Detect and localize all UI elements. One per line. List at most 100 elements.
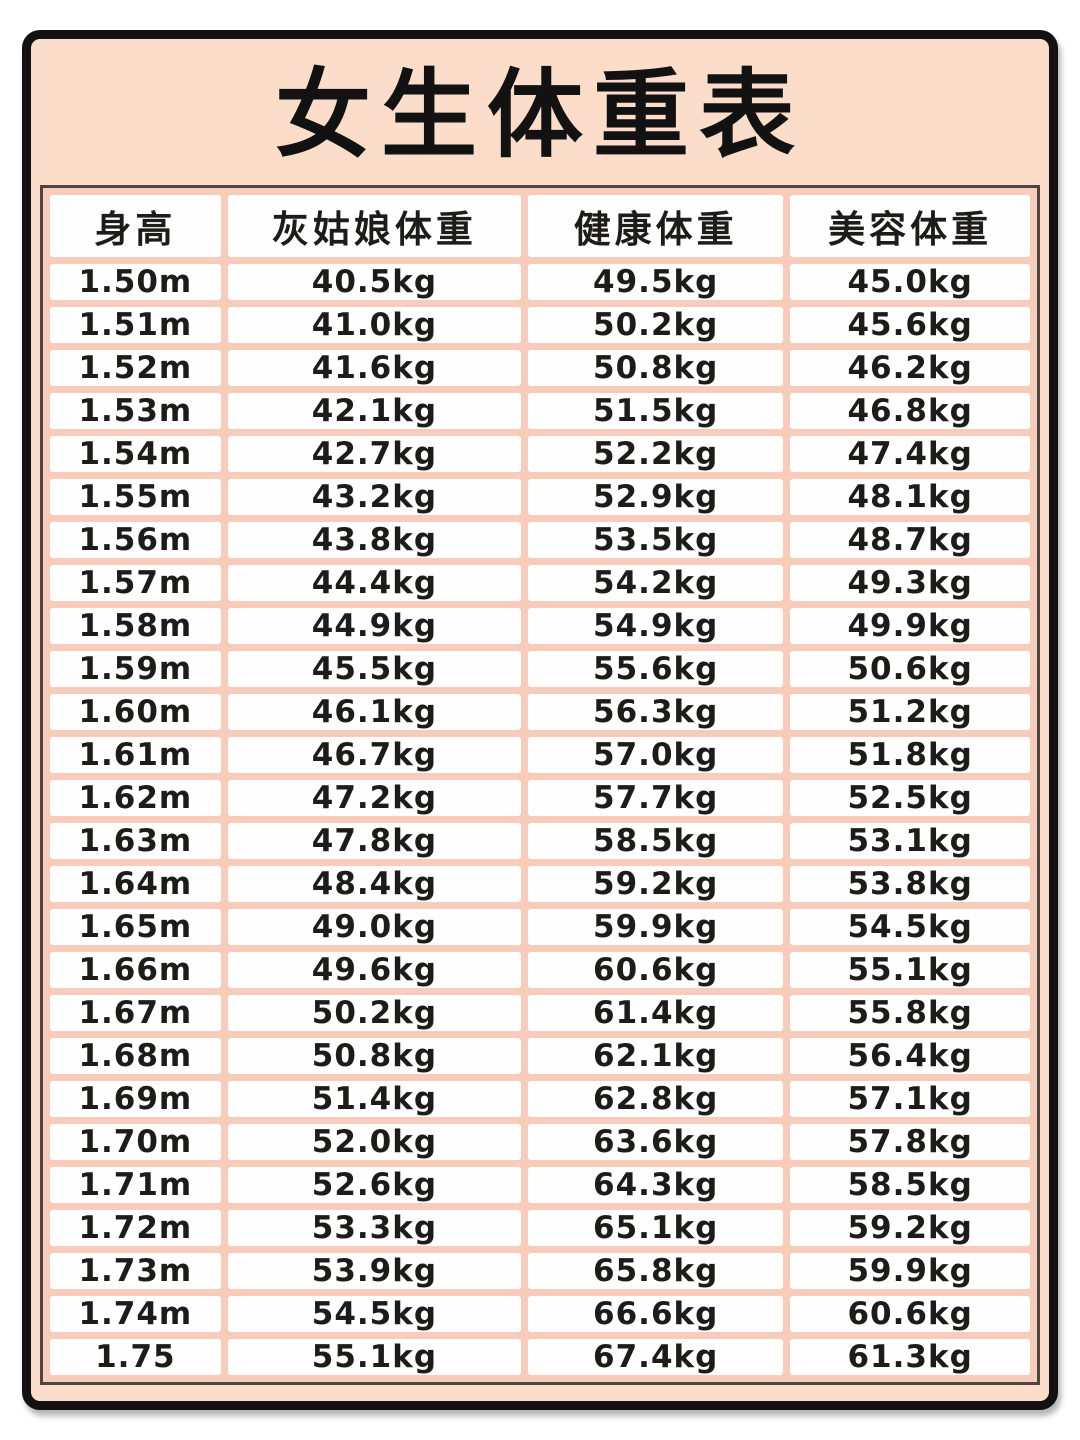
beauty-weight-cell: 49.9kg bbox=[790, 608, 1030, 644]
cinderella-weight-cell: 40.5kg bbox=[227, 264, 522, 300]
cinderella-weight-cell: 54.5kg bbox=[227, 1296, 522, 1332]
cinderella-weight-cell: 53.9kg bbox=[227, 1253, 522, 1289]
beauty-weight-cell: 50.6kg bbox=[790, 651, 1030, 687]
height-cell: 1.55m bbox=[50, 479, 221, 515]
cinderella-weight-cell: 50.8kg bbox=[227, 1038, 522, 1074]
table-row: 1.75 55.1kg 67.4kg 61.3kg bbox=[50, 1339, 1030, 1375]
cinderella-weight-cell: 45.5kg bbox=[227, 651, 522, 687]
table-row: 1.66m 49.6kg 60.6kg 55.1kg bbox=[50, 952, 1030, 988]
cinderella-weight-cell: 44.9kg bbox=[227, 608, 522, 644]
height-cell: 1.53m bbox=[50, 393, 221, 429]
beauty-weight-cell: 46.2kg bbox=[790, 350, 1030, 386]
table-row: 1.72m 53.3kg 65.1kg 59.2kg bbox=[50, 1210, 1030, 1246]
beauty-weight-cell: 55.8kg bbox=[790, 995, 1030, 1031]
table-row: 1.70m 52.0kg 63.6kg 57.8kg bbox=[50, 1124, 1030, 1160]
beauty-weight-cell: 59.2kg bbox=[790, 1210, 1030, 1246]
height-cell: 1.50m bbox=[50, 264, 221, 300]
beauty-weight-cell: 61.3kg bbox=[790, 1339, 1030, 1375]
table-row: 1.73m 53.9kg 65.8kg 59.9kg bbox=[50, 1253, 1030, 1289]
cinderella-weight-cell: 42.1kg bbox=[227, 393, 522, 429]
healthy-weight-cell: 60.6kg bbox=[528, 952, 784, 988]
healthy-weight-cell: 49.5kg bbox=[528, 264, 784, 300]
beauty-weight-cell: 57.8kg bbox=[790, 1124, 1030, 1160]
beauty-weight-cell: 48.1kg bbox=[790, 479, 1030, 515]
column-header-height: 身高 bbox=[50, 195, 221, 257]
cinderella-weight-cell: 41.6kg bbox=[227, 350, 522, 386]
healthy-weight-cell: 62.8kg bbox=[528, 1081, 784, 1117]
height-cell: 1.59m bbox=[50, 651, 221, 687]
healthy-weight-cell: 52.9kg bbox=[528, 479, 784, 515]
table-row: 1.63m 47.8kg 58.5kg 53.1kg bbox=[50, 823, 1030, 859]
healthy-weight-cell: 58.5kg bbox=[528, 823, 784, 859]
cinderella-weight-cell: 49.0kg bbox=[227, 909, 522, 945]
beauty-weight-cell: 45.0kg bbox=[790, 264, 1030, 300]
table-row: 1.65m 49.0kg 59.9kg 54.5kg bbox=[50, 909, 1030, 945]
height-cell: 1.51m bbox=[50, 307, 221, 343]
beauty-weight-cell: 52.5kg bbox=[790, 780, 1030, 816]
table-row: 1.62m 47.2kg 57.7kg 52.5kg bbox=[50, 780, 1030, 816]
cinderella-weight-cell: 49.6kg bbox=[227, 952, 522, 988]
column-header-beauty-weight: 美容体重 bbox=[790, 195, 1030, 257]
beauty-weight-cell: 53.1kg bbox=[790, 823, 1030, 859]
table-row: 1.56m 43.8kg 53.5kg 48.7kg bbox=[50, 522, 1030, 558]
cinderella-weight-cell: 48.4kg bbox=[227, 866, 522, 902]
healthy-weight-cell: 59.9kg bbox=[528, 909, 784, 945]
healthy-weight-cell: 62.1kg bbox=[528, 1038, 784, 1074]
healthy-weight-cell: 53.5kg bbox=[528, 522, 784, 558]
cinderella-weight-cell: 46.1kg bbox=[227, 694, 522, 730]
table-row: 1.61m 46.7kg 57.0kg 51.8kg bbox=[50, 737, 1030, 773]
height-cell: 1.65m bbox=[50, 909, 221, 945]
table-row: 1.50m 40.5kg 49.5kg 45.0kg bbox=[50, 264, 1030, 300]
height-cell: 1.52m bbox=[50, 350, 221, 386]
cinderella-weight-cell: 46.7kg bbox=[227, 737, 522, 773]
height-cell: 1.70m bbox=[50, 1124, 221, 1160]
table-row: 1.52m 41.6kg 50.8kg 46.2kg bbox=[50, 350, 1030, 386]
cinderella-weight-cell: 53.3kg bbox=[227, 1210, 522, 1246]
healthy-weight-cell: 64.3kg bbox=[528, 1167, 784, 1203]
column-header-cinderella-weight: 灰姑娘体重 bbox=[227, 195, 522, 257]
cinderella-weight-cell: 43.8kg bbox=[227, 522, 522, 558]
table-row: 1.64m 48.4kg 59.2kg 53.8kg bbox=[50, 866, 1030, 902]
cinderella-weight-cell: 51.4kg bbox=[227, 1081, 522, 1117]
cinderella-weight-cell: 44.4kg bbox=[227, 565, 522, 601]
weight-table: 身高 灰姑娘体重 健康体重 美容体重 1.50m 40.5kg 49.5kg 4… bbox=[43, 188, 1037, 1382]
beauty-weight-cell: 59.9kg bbox=[790, 1253, 1030, 1289]
table-row: 1.59m 45.5kg 55.6kg 50.6kg bbox=[50, 651, 1030, 687]
beauty-weight-cell: 58.5kg bbox=[790, 1167, 1030, 1203]
healthy-weight-cell: 51.5kg bbox=[528, 393, 784, 429]
table-row: 1.53m 42.1kg 51.5kg 46.8kg bbox=[50, 393, 1030, 429]
healthy-weight-cell: 54.2kg bbox=[528, 565, 784, 601]
table-header: 身高 灰姑娘体重 健康体重 美容体重 bbox=[50, 195, 1030, 257]
healthy-weight-cell: 67.4kg bbox=[528, 1339, 784, 1375]
cinderella-weight-cell: 50.2kg bbox=[227, 995, 522, 1031]
table-row: 1.54m 42.7kg 52.2kg 47.4kg bbox=[50, 436, 1030, 472]
beauty-weight-cell: 55.1kg bbox=[790, 952, 1030, 988]
healthy-weight-cell: 57.7kg bbox=[528, 780, 784, 816]
healthy-weight-cell: 54.9kg bbox=[528, 608, 784, 644]
height-cell: 1.64m bbox=[50, 866, 221, 902]
poster-frame: 女生体重表 身高 灰姑娘体重 健康体重 美容体重 bbox=[22, 30, 1058, 1410]
height-cell: 1.74m bbox=[50, 1296, 221, 1332]
beauty-weight-cell: 51.8kg bbox=[790, 737, 1030, 773]
height-cell: 1.57m bbox=[50, 565, 221, 601]
table-row: 1.67m 50.2kg 61.4kg 55.8kg bbox=[50, 995, 1030, 1031]
beauty-weight-cell: 60.6kg bbox=[790, 1296, 1030, 1332]
healthy-weight-cell: 52.2kg bbox=[528, 436, 784, 472]
height-cell: 1.71m bbox=[50, 1167, 221, 1203]
beauty-weight-cell: 49.3kg bbox=[790, 565, 1030, 601]
beauty-weight-cell: 53.8kg bbox=[790, 866, 1030, 902]
beauty-weight-cell: 54.5kg bbox=[790, 909, 1030, 945]
healthy-weight-cell: 59.2kg bbox=[528, 866, 784, 902]
table-row: 1.57m 44.4kg 54.2kg 49.3kg bbox=[50, 565, 1030, 601]
beauty-weight-cell: 46.8kg bbox=[790, 393, 1030, 429]
table-row: 1.74m 54.5kg 66.6kg 60.6kg bbox=[50, 1296, 1030, 1332]
beauty-weight-cell: 56.4kg bbox=[790, 1038, 1030, 1074]
table-row: 1.55m 43.2kg 52.9kg 48.1kg bbox=[50, 479, 1030, 515]
height-cell: 1.54m bbox=[50, 436, 221, 472]
height-cell: 1.61m bbox=[50, 737, 221, 773]
table-row: 1.69m 51.4kg 62.8kg 57.1kg bbox=[50, 1081, 1030, 1117]
height-cell: 1.68m bbox=[50, 1038, 221, 1074]
healthy-weight-cell: 66.6kg bbox=[528, 1296, 784, 1332]
table-row: 1.58m 44.9kg 54.9kg 49.9kg bbox=[50, 608, 1030, 644]
